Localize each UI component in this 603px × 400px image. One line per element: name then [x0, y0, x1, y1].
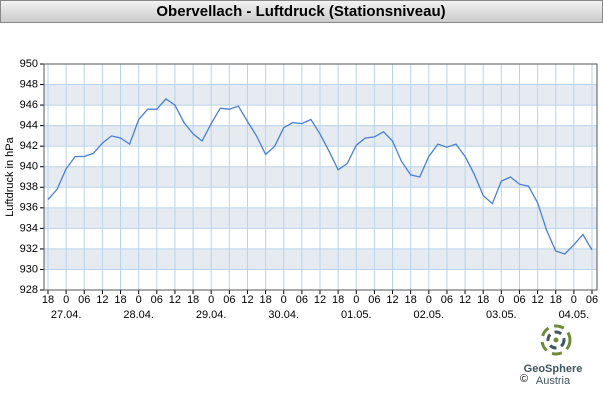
x-tick-label: 0	[281, 294, 287, 306]
x-tick-label: 18	[187, 294, 199, 306]
x-tick-label: 18	[477, 294, 489, 306]
x-tick-label: 12	[96, 294, 108, 306]
x-tick-label: 18	[259, 294, 271, 306]
y-tick-label: 940	[20, 161, 38, 173]
y-tick-label: 950	[20, 58, 38, 70]
x-tick-label: 06	[441, 294, 453, 306]
x-tick-label: 06	[586, 294, 598, 306]
x-tick-label: 18	[114, 294, 126, 306]
logo-name: GeoSphere	[524, 363, 583, 375]
logo-ring	[540, 324, 572, 356]
y-tick-label: 944	[20, 120, 38, 132]
x-tick-label: 0	[208, 294, 214, 306]
date-label: 30.04.	[268, 309, 299, 321]
y-tick-label: 946	[20, 99, 38, 111]
chart-title: Obervellach - Luftdruck (Stationsniveau)	[156, 3, 445, 20]
date-label: 27.04.	[51, 309, 82, 321]
x-tick-label: 0	[353, 294, 359, 306]
logo-dot	[553, 337, 559, 343]
x-tick-label: 0	[498, 294, 504, 306]
x-tick-label: 18	[550, 294, 562, 306]
x-tick-label: 12	[169, 294, 181, 306]
x-tick-label: 0	[571, 294, 577, 306]
x-tick-label: 0	[426, 294, 432, 306]
y-tick-label: 938	[20, 181, 38, 193]
date-label: 28.04.	[123, 309, 154, 321]
y-tick-label: 936	[20, 202, 38, 214]
x-tick-label: 0	[63, 294, 69, 306]
date-label: 02.05.	[414, 309, 445, 321]
x-tick-label: 12	[459, 294, 471, 306]
date-label: 29.04.	[196, 309, 227, 321]
logo	[540, 324, 572, 356]
copyright: ©	[520, 373, 528, 385]
date-label: 04.05.	[559, 309, 590, 321]
x-tick-label: 06	[513, 294, 525, 306]
x-tick-label: 06	[223, 294, 235, 306]
plot-area: 18 0 06 12 18 0 06 12 18 0 06 12 18 0 06 12 18 0 06 12 18 0 06…	[20, 58, 598, 321]
date-label: 01.05.	[341, 309, 372, 321]
x-tick-label: 18	[405, 294, 417, 306]
y-tick-label: 928	[20, 284, 38, 296]
logo-sub: Austria	[536, 375, 571, 387]
y-tick-label: 948	[20, 78, 38, 90]
x-tick-label: 06	[368, 294, 380, 306]
x-tick-label: 06	[78, 294, 90, 306]
x-tick-label: 06	[296, 294, 308, 306]
plot-frame	[43, 63, 598, 291]
y-tick-label: 942	[20, 140, 38, 152]
x-tick-label: 18	[332, 294, 344, 306]
date-label: 03.05.	[486, 309, 517, 321]
x-tick-label: 06	[151, 294, 163, 306]
y-tick-label: 930	[20, 263, 38, 275]
data-line	[47, 98, 593, 255]
x-tick-label: 18	[42, 294, 54, 306]
x-tick-label: 0	[136, 294, 142, 306]
y-axis-label: Luftdruck in hPa	[4, 136, 16, 216]
y-tick-label: 932	[20, 243, 38, 255]
x-tick-label: 12	[531, 294, 543, 306]
y-tick-label: 934	[20, 222, 38, 234]
x-tick-label: 12	[241, 294, 253, 306]
logo-ring	[546, 330, 566, 350]
x-tick-label: 12	[314, 294, 326, 306]
x-tick-label: 12	[386, 294, 398, 306]
